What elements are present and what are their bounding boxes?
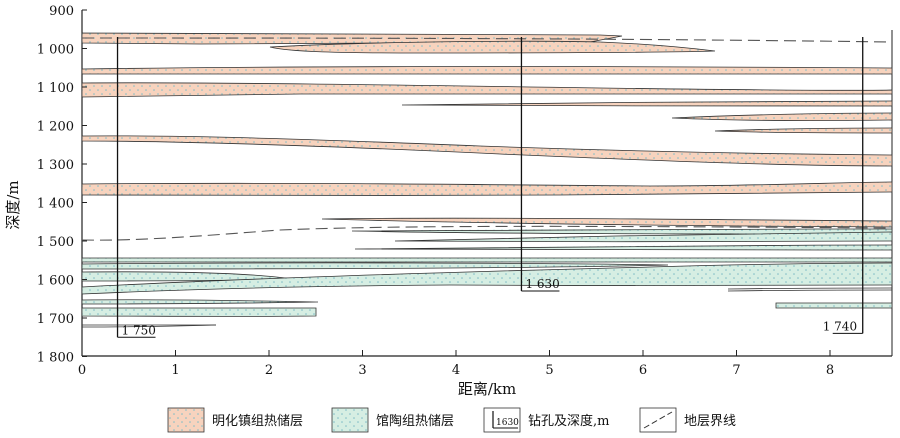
minghuazhen-layers [81, 32, 893, 228]
well-depth-label: 1 630 [525, 277, 559, 291]
legend-swatch-boundary [639, 407, 677, 433]
thin-layer [81, 324, 217, 328]
y-tick-label: 1 600 [37, 274, 74, 289]
x-tick-label: 3 [358, 363, 366, 378]
legend-label-well: 钻孔及深度,m [528, 413, 609, 429]
y-axis-title: 深度/m [4, 180, 22, 229]
y-tick-label: 1 100 [37, 81, 74, 96]
y-axis: 900 1 000 1 100 1 200 1 300 1 400 1 500 1 600 1 … [37, 4, 87, 366]
reservoir-layer [351, 228, 893, 235]
x-tick-label: 1 [171, 363, 179, 378]
x-tick-label: 0 [78, 363, 86, 378]
reservoir-layer [81, 299, 319, 305]
reservoir-layer [269, 40, 716, 54]
boundary-lower [81, 225, 893, 241]
reservoir-layer [81, 257, 893, 263]
y-tick-label: 1 400 [37, 197, 74, 212]
reservoir-layer [81, 66, 893, 75]
guantao-layers [81, 228, 893, 317]
y-tick-label: 1 500 [37, 235, 74, 250]
thin-layer [727, 287, 893, 290]
reservoir-layer [81, 262, 893, 295]
reservoir-layer [775, 302, 893, 309]
reservoir-layer [394, 231, 893, 243]
y-tick-label: 1 000 [37, 43, 74, 58]
x-tick-label: 2 [265, 363, 273, 378]
legend-well-symbol: 1630 [496, 418, 519, 428]
reservoir-layer [81, 135, 893, 167]
x-axis-title: 距离/km [458, 380, 516, 398]
legend-label-boundary: 地层界线 [684, 414, 736, 429]
reservoir-layer [401, 100, 893, 107]
x-tick-label: 7 [732, 363, 740, 378]
legend-swatch-minghuazhen [167, 407, 205, 433]
legend-label-minghuazhen: 明化镇组热储层 [212, 414, 303, 429]
x-tick-label: 6 [639, 363, 647, 378]
formation-boundaries [81, 37, 893, 241]
x-tick-label: 5 [545, 363, 553, 378]
y-tick-label: 1 700 [37, 312, 74, 327]
y-tick-label: 900 [49, 4, 74, 19]
thin-layer [727, 289, 893, 292]
reservoir-layer [81, 181, 893, 196]
legend-swatch-guantao [331, 407, 369, 433]
reservoir-layer [671, 112, 893, 121]
legend-label-guantao: 馆陶组热储层 [376, 413, 454, 429]
reservoir-layer [81, 262, 669, 270]
well-depth-label: 1 740 [823, 319, 857, 333]
legend-boundary-line [643, 411, 673, 429]
reservoir-layer [81, 307, 317, 317]
y-tick-label: 1 200 [37, 120, 74, 135]
plot-area [81, 10, 893, 357]
well-depth-label: 1 750 [122, 323, 156, 337]
reservoir-layer [714, 127, 893, 134]
reservoir-layer [81, 82, 893, 98]
x-tick-label: 4 [452, 363, 460, 378]
thin-layers [81, 287, 893, 328]
y-tick-label: 1 300 [37, 158, 74, 173]
y-tick-label: 1 800 [37, 351, 74, 366]
wells: 1 750 1 630 1 740 [116, 36, 864, 338]
reservoir-layer [321, 217, 893, 228]
boundary-upper [81, 37, 891, 43]
reservoir-layer [354, 244, 893, 251]
x-axis: 0 1 2 3 4 5 6 7 8 [78, 350, 834, 378]
legend: 明化镇组热储层 馆陶组热储层 1630 钻孔及深度,m 地层界线 [167, 407, 736, 433]
x-tick-label: 8 [826, 363, 834, 378]
